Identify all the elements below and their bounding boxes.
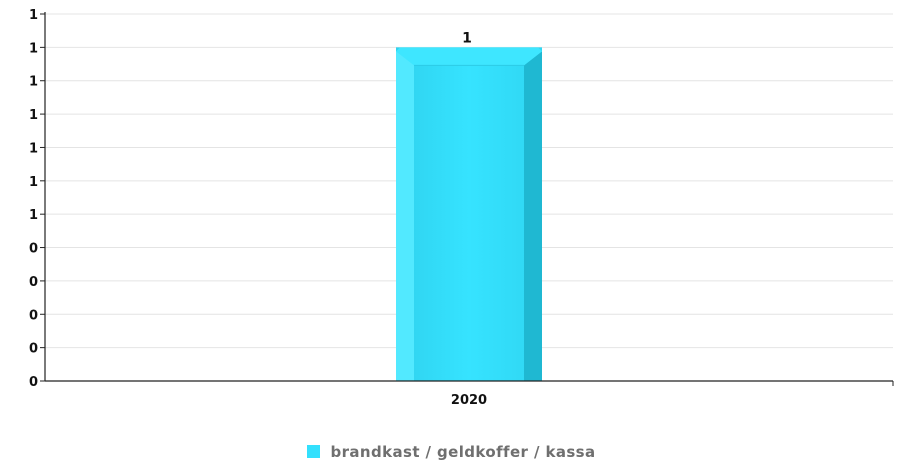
bar-right-face [524,51,542,381]
bar-body [396,47,542,381]
bars [396,47,542,381]
y-tick-label: 1 [29,41,38,56]
bar-top-face [396,47,542,66]
y-tick-label: 1 [29,141,38,156]
legend-swatch [307,445,321,458]
y-tick-label: 1 [29,108,38,123]
y-tick-label: 0 [29,308,38,323]
y-tick-label: 0 [29,342,38,357]
bar [396,47,542,381]
labels: 0 0 0 0 0 1 1 1 1 1 1 1 1 2020 [29,8,487,408]
y-tick-label: 1 [29,75,38,90]
legend-label: brandkast / geldkoffer / kassa [330,443,596,461]
data-label: 1 [462,30,472,46]
y-tick-label: 0 [29,242,38,257]
y-tick-label: 1 [29,8,38,23]
legend: brandkast / geldkoffer / kassa [0,443,903,461]
y-tick-label: 0 [29,375,38,390]
bar-left-face [396,51,414,381]
y-tick-label: 1 [29,208,38,223]
y-tick-label: 1 [29,175,38,190]
axes [40,12,894,386]
y-tick-label: 0 [29,275,38,290]
x-category-label: 2020 [451,393,487,408]
